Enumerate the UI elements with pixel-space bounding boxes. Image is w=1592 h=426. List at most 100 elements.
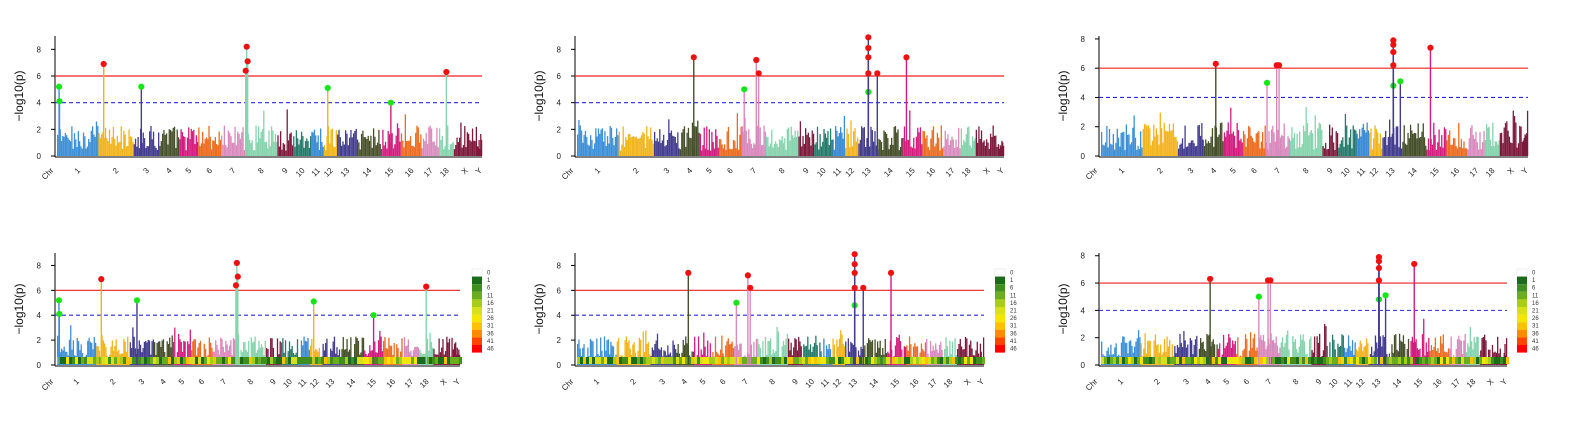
x-tick-label: 9 [801,166,811,176]
suggestive-hit [741,86,748,93]
density-cell [1116,357,1119,364]
density-cell [1389,357,1392,364]
density-cell [399,357,402,364]
density-cell [1170,357,1173,364]
density-cell [216,357,219,364]
density-cell [1506,357,1509,364]
density-cell [1329,357,1332,364]
density-cell [913,357,916,364]
density-cell [1155,357,1158,364]
density-cell [1179,357,1182,364]
density-cell [1158,357,1161,364]
x-tick-label: 18 [942,377,955,390]
density-cell [402,357,405,364]
legend-swatch [995,276,1005,285]
density-cell [1359,357,1362,364]
density-cell [595,357,598,364]
density-cell [850,357,853,364]
legend-label: 41 [1010,339,1017,345]
density-cell [607,357,610,364]
y-tick-label: 2 [557,125,562,134]
density-cell [435,357,438,364]
density-cell [159,357,162,364]
x-tick-label: Y [1499,377,1510,388]
density-cell [1173,357,1176,364]
suggestive-hit [733,299,740,306]
x-tick-label: 13 [860,166,873,179]
density-cell [405,357,408,364]
density-cell [396,357,399,364]
x-tick-label: 3 [1181,377,1191,387]
density-cell [886,357,889,364]
x-tick-label: 6 [1242,377,1252,387]
density-cell [231,357,234,364]
density-cell [1143,357,1146,364]
density-cell [829,357,832,364]
density-cell [1140,357,1143,364]
density-cell [1314,357,1317,364]
legend-label: 11 [1010,293,1017,299]
density-cell [153,357,156,364]
legend-label: 16 [1532,301,1539,307]
density-cell [589,357,592,364]
density-cell [1488,357,1491,364]
density-cell [733,357,736,364]
density-cell [1281,357,1284,364]
x-tick-label: 1 [72,377,82,387]
density-cell [1464,357,1467,364]
density-cell [847,357,850,364]
significant-hit [233,259,240,267]
legend-label: 31 [487,324,494,330]
density-cell [901,357,904,364]
density-cell [447,357,450,364]
density-cell [925,357,928,364]
density-cell [111,357,114,364]
x-tick-label: 17 [1468,166,1481,179]
snp-bars [56,109,483,156]
density-cell [1326,357,1329,364]
density-cell [835,357,838,364]
x-tick-label: 7 [228,166,238,176]
density-cell [940,357,943,364]
density-cell [1107,357,1110,364]
density-cell [895,357,898,364]
legend-label: 26 [487,316,494,322]
density-cell [60,357,63,364]
density-cell [943,357,946,364]
density-cell [1386,357,1389,364]
density-cell [1383,357,1386,364]
density-cell [625,357,628,364]
y-tick-label: 8 [37,45,42,54]
legend-swatch [1517,345,1527,353]
significant-hit [1390,37,1397,44]
density-cell [1419,357,1422,364]
density-cell [1203,357,1206,364]
x-tick-label: 9 [1314,377,1324,387]
x-tick-label: 7 [219,377,229,387]
suggestive-hit [324,84,331,92]
x-tick-label: 5 [698,377,708,387]
y-tick-label: 8 [37,261,42,270]
density-cell [1200,357,1203,364]
density-cell [784,357,787,364]
density-cell [96,357,99,364]
x-tick-label: 10 [1339,166,1352,179]
density-cell [456,357,459,364]
density-cell [1305,357,1308,364]
density-cell [1119,357,1122,364]
density-cell [586,357,589,364]
density-cell [745,357,748,364]
density-cell [147,357,150,364]
density-cell [883,357,886,364]
density-strip [57,357,462,364]
density-cell [694,357,697,364]
density-cell [730,357,733,364]
significant-hit [755,70,762,77]
density-cell [952,357,955,364]
density-cell [619,357,622,364]
density-cell [1254,357,1257,364]
x-tick-label: 18 [418,377,431,390]
